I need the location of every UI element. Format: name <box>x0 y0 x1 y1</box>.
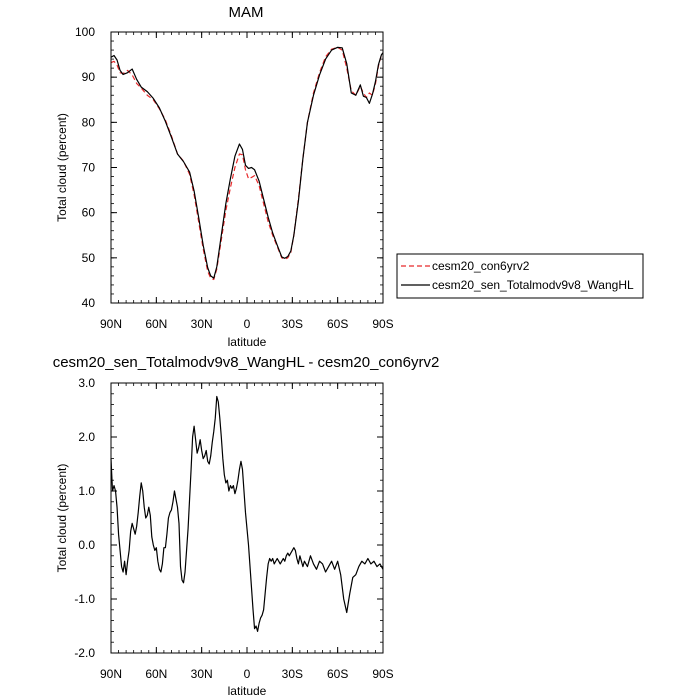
plot-area <box>110 46 384 281</box>
y-tick-label: 50 <box>82 251 96 265</box>
x-tick-label: 30N <box>191 317 213 331</box>
x-tick-label: 0 <box>244 667 251 681</box>
legend-entry-con6yrv2: cesm20_con6yrv2 <box>432 259 530 273</box>
plot-frame <box>110 382 384 654</box>
y-tick-label: 90 <box>82 70 96 84</box>
y-axis-label: Total cloud (percent) <box>55 464 69 573</box>
chart-title: cesm20_sen_Totalmodv9v8_WangHL - cesm20_… <box>53 354 440 371</box>
x-tick-label: 60N <box>145 317 167 331</box>
x-tick-label: 30N <box>191 667 213 681</box>
y-tick-label: 0.0 <box>78 538 95 552</box>
y-tick-label: 60 <box>82 206 96 220</box>
y-tick-label: 40 <box>82 296 96 310</box>
y-tick-label: 70 <box>82 161 96 175</box>
x-tick-label: 30S <box>282 667 303 681</box>
legend-entry-sen: cesm20_sen_Totalmodv9v8_WangHL <box>432 278 634 292</box>
y-tick-label: 80 <box>82 115 96 129</box>
legend: cesm20_con6yrv2 cesm20_sen_Totalmodv9v8_… <box>396 253 644 299</box>
x-tick-label: 90N <box>100 667 122 681</box>
x-tick-label: 0 <box>244 317 251 331</box>
y-tick-label: 1.0 <box>78 484 95 498</box>
y-tick-label: -1.0 <box>74 592 95 606</box>
x-axis-label: latitude <box>228 335 267 349</box>
panel-top: MAM 90N 60N 30N 0 30S 60S 90S 40 50 60 70 80 90 100 l… <box>55 4 394 349</box>
series-line-0 <box>110 395 384 633</box>
x-tick-label: 30S <box>282 317 303 331</box>
x-tick-label: 90S <box>372 317 393 331</box>
y-tick-label: -2.0 <box>74 646 95 660</box>
y-axis-label: Total cloud (percent) <box>55 113 69 222</box>
legend-box <box>396 253 644 299</box>
x-tick-label: 60S <box>327 317 348 331</box>
x-tick-label: 90N <box>100 317 122 331</box>
x-tick-label: 60N <box>145 667 167 681</box>
plot-area <box>110 395 384 633</box>
y-tick-label: 3.0 <box>78 376 95 390</box>
panel-bottom: cesm20_sen_Totalmodv9v8_WangHL - cesm20_… <box>53 354 440 698</box>
x-tick-label: 90S <box>372 667 393 681</box>
y-tick-label: 2.0 <box>78 430 95 444</box>
series-line-1 <box>110 46 384 279</box>
chart-title: MAM <box>229 4 264 21</box>
x-axis-label: latitude <box>228 684 267 698</box>
x-tick-label: 60S <box>327 667 348 681</box>
y-tick-label: 100 <box>75 25 95 39</box>
axis-ticks: 90N 60N 30N 0 30S 60S 90S -2.0 -1.0 0.0 1.0 2.0 3.0 <box>74 376 393 681</box>
series-line-0 <box>110 46 384 281</box>
axis-ticks: 90N 60N 30N 0 30S 60S 90S 40 50 60 70 80 90 100 <box>75 25 394 331</box>
